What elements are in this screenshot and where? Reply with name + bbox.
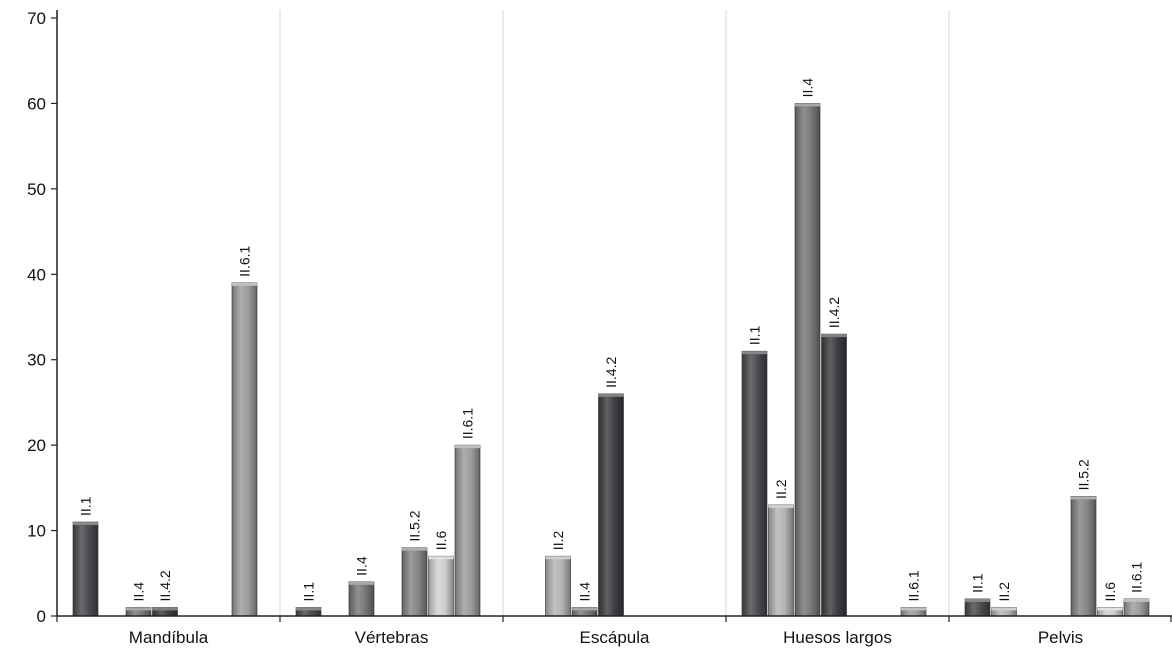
bar-top-highlight	[402, 547, 427, 551]
bar	[598, 393, 624, 617]
y-tick-label: 0	[37, 607, 46, 626]
bar-top-highlight	[1071, 496, 1096, 500]
bar-top-highlight	[901, 607, 926, 611]
bar-label: II.4.2	[157, 570, 173, 601]
bar	[741, 350, 768, 617]
bar-label: II.1	[78, 496, 94, 516]
bar	[821, 333, 847, 617]
bar-label: II.2	[773, 479, 789, 499]
bar-top-highlight	[1097, 607, 1123, 611]
bar-label: II.4	[354, 556, 370, 576]
y-tick-label: 50	[27, 180, 46, 199]
bar-top-highlight	[1124, 598, 1149, 602]
bar-label: II.4.2	[826, 297, 842, 328]
bar-label: II.1	[970, 573, 986, 593]
y-tick-label: 10	[27, 522, 46, 541]
bar-top-highlight	[428, 556, 454, 560]
bar	[794, 103, 821, 617]
bar-label: II.2	[550, 531, 566, 551]
bar-label: II.4.2	[603, 357, 619, 388]
bar	[768, 504, 794, 617]
bar-top-highlight	[821, 334, 847, 338]
category-label: Escápula	[580, 628, 650, 647]
bar-label: II.6	[1102, 582, 1118, 602]
bar-top-highlight	[965, 598, 990, 602]
bar	[1070, 496, 1097, 617]
bar-label: II.4	[800, 78, 816, 98]
bar-top-highlight	[598, 393, 624, 397]
bar	[72, 521, 99, 617]
bar-top-highlight	[152, 607, 178, 611]
x-axis: Mandíbula Vértebras Escápula Huesos largos P…	[56, 615, 1172, 647]
category-label: Pelvis	[1038, 628, 1083, 647]
bar-label: II.5.2	[407, 510, 423, 541]
category-label: Mandíbula	[129, 628, 209, 647]
bar-top-highlight	[545, 556, 571, 560]
category-label: Vértebras	[355, 628, 429, 647]
category-label: Huesos largos	[783, 628, 892, 647]
bar-label: II.6.1	[237, 245, 253, 276]
y-tick-label: 60	[27, 94, 46, 113]
y-tick-label: 20	[27, 436, 46, 455]
bar	[401, 547, 428, 617]
bars: II.1 II.4 II.4.2 II.6.1 II.1 II.4 II.5.2 II.6 II…	[72, 78, 1150, 617]
bar-label: II.1	[747, 326, 763, 346]
bar	[454, 444, 481, 617]
y-axis: 0 10 20 30 40 50 60 70	[27, 9, 58, 626]
bar-top-highlight	[795, 103, 820, 107]
y-tick-label: 30	[27, 351, 46, 370]
bar-top-highlight	[73, 522, 98, 526]
bar-label: II.6.1	[460, 408, 476, 439]
y-tick-label: 40	[27, 265, 46, 284]
bar-label: II.1	[301, 582, 317, 602]
bar-label: II.4	[577, 582, 593, 602]
bar-top-highlight	[349, 581, 374, 585]
bar-top-highlight	[742, 351, 767, 355]
category-gridlines	[279, 10, 950, 616]
bar-label: II.6.1	[906, 570, 922, 601]
bar-label: II.5.2	[1076, 459, 1092, 490]
bar	[545, 555, 571, 617]
bar-top-highlight	[232, 282, 257, 286]
bar-top-highlight	[296, 607, 321, 611]
bar-label: II.4	[131, 582, 147, 602]
bar-top-highlight	[455, 445, 480, 449]
bar	[231, 282, 258, 617]
bar-label: II.6	[433, 531, 449, 551]
bar	[348, 581, 375, 617]
bar-top-highlight	[768, 504, 794, 508]
bar-top-highlight	[991, 607, 1017, 611]
bar-label: II.2	[996, 582, 1012, 602]
bar-label: II.6.1	[1129, 562, 1145, 593]
bar	[428, 555, 454, 617]
y-tick-label: 70	[27, 9, 46, 28]
bar-top-highlight	[126, 607, 151, 611]
bar-top-highlight	[572, 607, 597, 611]
